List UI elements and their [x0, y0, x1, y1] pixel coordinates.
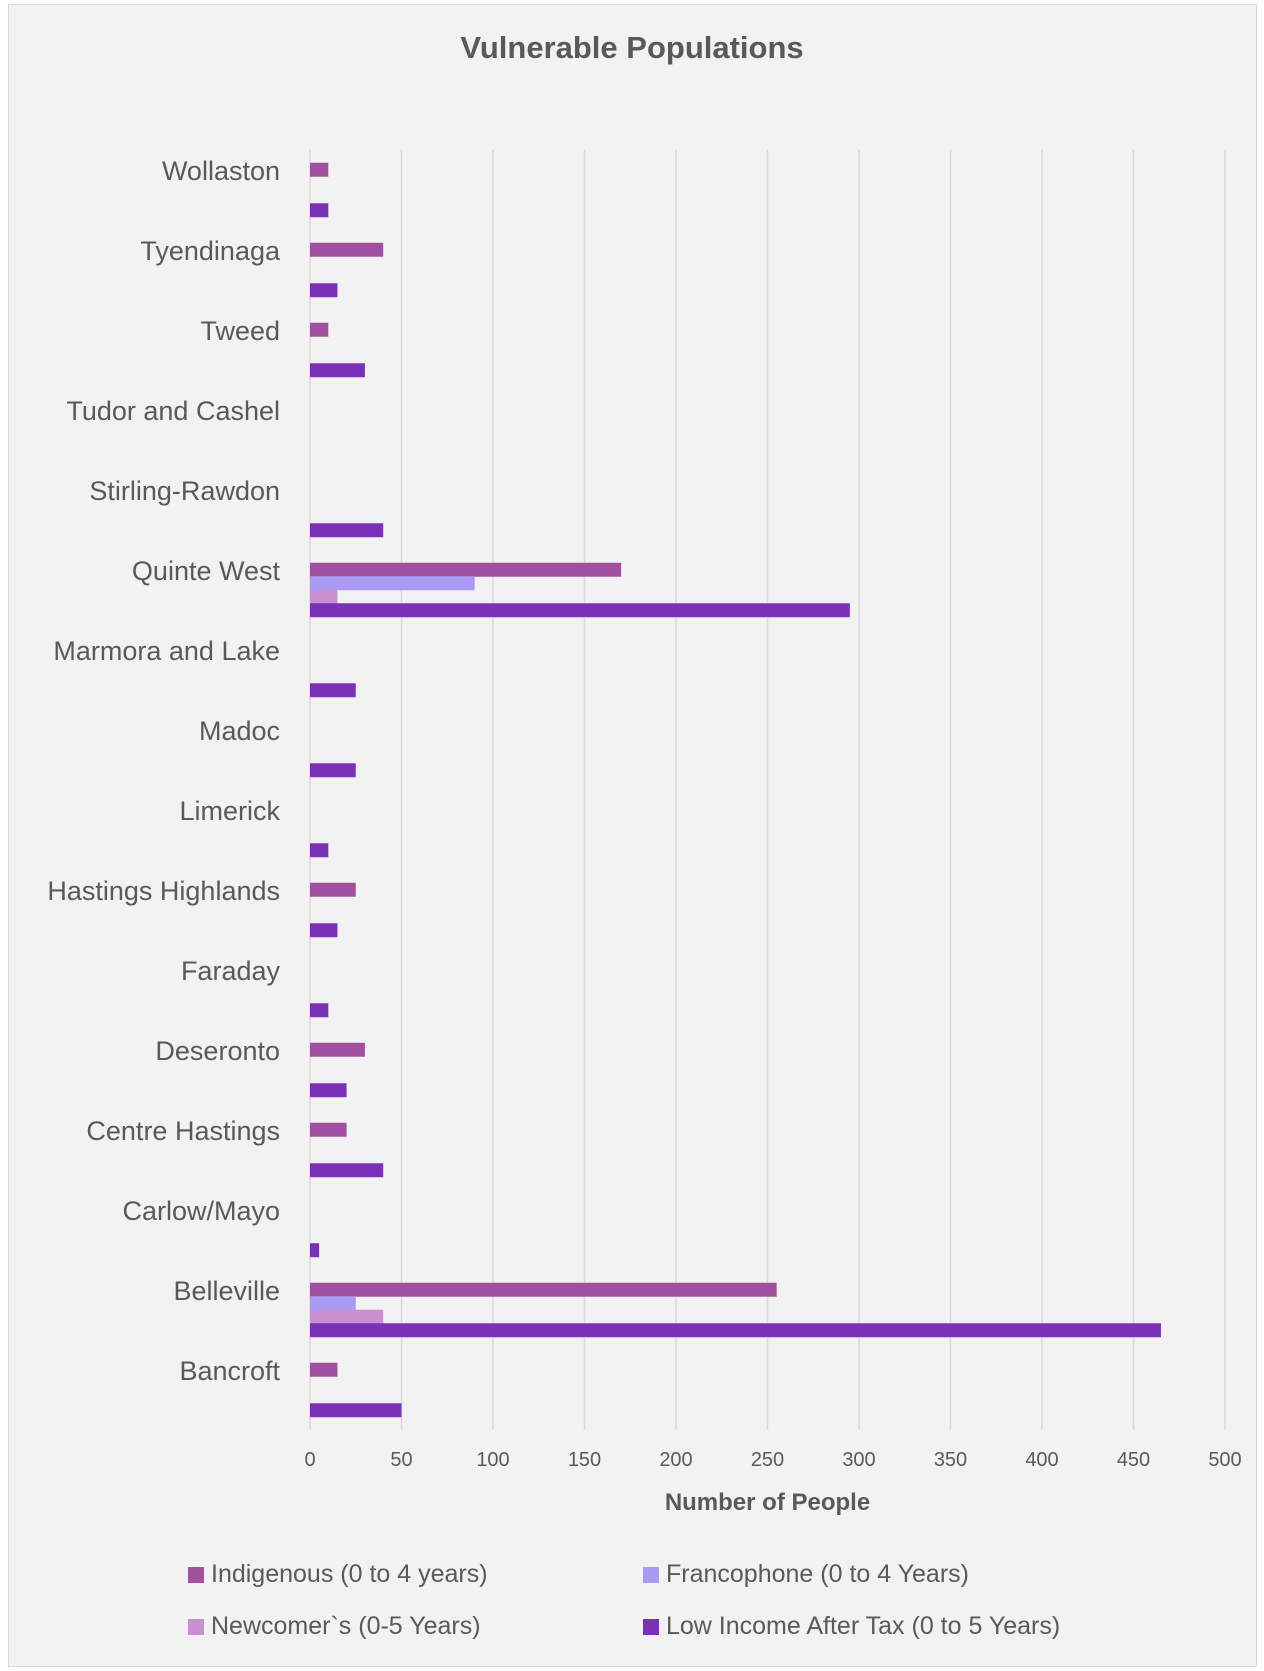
category-label: Limerick [179, 796, 280, 826]
category-label: Bancroft [179, 1356, 280, 1386]
bar [310, 576, 475, 591]
category-label: Faraday [181, 956, 281, 986]
legend-swatch [643, 1618, 659, 1635]
bar [310, 363, 365, 378]
bar [310, 562, 622, 577]
legend-label: Francophone (0 to 4 Years) [666, 1560, 969, 1588]
bar [310, 203, 329, 218]
bar [310, 322, 329, 337]
bar [310, 589, 338, 604]
legend-swatch [643, 1566, 659, 1583]
x-tick-label: 200 [659, 1449, 692, 1471]
x-tick-label: 500 [1208, 1449, 1241, 1471]
x-tick-label: 400 [1025, 1449, 1058, 1471]
category-label: Wollaston [162, 156, 280, 186]
category-label: Quinte West [132, 556, 281, 586]
bar [310, 763, 356, 778]
x-tick-label: 100 [476, 1449, 509, 1471]
bar [310, 1403, 402, 1418]
bar [310, 1122, 347, 1137]
legend-item: Newcomer`s (0-5 Years) [188, 1612, 481, 1641]
bar [310, 1083, 347, 1098]
bar [310, 1323, 1161, 1338]
bar [310, 1296, 356, 1311]
category-label: Deseronto [155, 1036, 280, 1066]
x-tick-label: 0 [304, 1449, 315, 1471]
legend-label: Indigenous (0 to 4 years) [211, 1560, 488, 1588]
bar [310, 923, 338, 938]
category-label: Tweed [200, 316, 280, 346]
category-label: Belleville [173, 1276, 280, 1306]
bar [310, 1362, 338, 1377]
bar [310, 162, 329, 177]
bar [310, 1309, 384, 1324]
legend-swatch [188, 1618, 204, 1635]
category-label: Centre Hastings [86, 1116, 280, 1146]
category-label: Madoc [199, 716, 280, 746]
category-label: Hastings Highlands [47, 876, 280, 906]
legend-item: Francophone (0 to 4 Years) [643, 1560, 969, 1589]
x-tick-label: 350 [934, 1449, 967, 1471]
legend-item: Low Income After Tax (0 to 5 Years) [643, 1612, 1060, 1641]
x-tick-label: 300 [842, 1449, 875, 1471]
legend-label: Newcomer`s (0-5 Years) [211, 1612, 481, 1640]
x-tick-label: 450 [1117, 1449, 1150, 1471]
bar [310, 882, 356, 897]
bar [310, 1243, 320, 1258]
legend-label: Low Income After Tax (0 to 5 Years) [666, 1612, 1061, 1640]
bar [310, 603, 850, 618]
bar [310, 1163, 384, 1178]
bar [310, 683, 356, 698]
bar [310, 523, 384, 538]
legend-swatch [188, 1566, 204, 1583]
x-tick-label: 250 [751, 1449, 784, 1471]
category-label: Stirling-Rawdon [89, 476, 280, 506]
bar [310, 242, 384, 257]
legend-item: Indigenous (0 to 4 years) [188, 1560, 488, 1589]
x-axis-title: Number of People [665, 1489, 870, 1516]
x-tick-label: 50 [390, 1449, 412, 1471]
chart-frame [8, 4, 1257, 1667]
category-label: Tudor and Cashel [66, 396, 280, 426]
chart-title: Vulnerable Populations [460, 30, 804, 65]
bar [310, 843, 329, 858]
category-label: Carlow/Mayo [122, 1196, 280, 1226]
category-label: Marmora and Lake [53, 636, 280, 666]
bar [310, 1282, 777, 1297]
category-label: Tyendinaga [140, 236, 281, 266]
bar [310, 283, 338, 298]
bar [310, 1003, 329, 1018]
bar [310, 1042, 365, 1057]
x-tick-label: 150 [568, 1449, 601, 1471]
